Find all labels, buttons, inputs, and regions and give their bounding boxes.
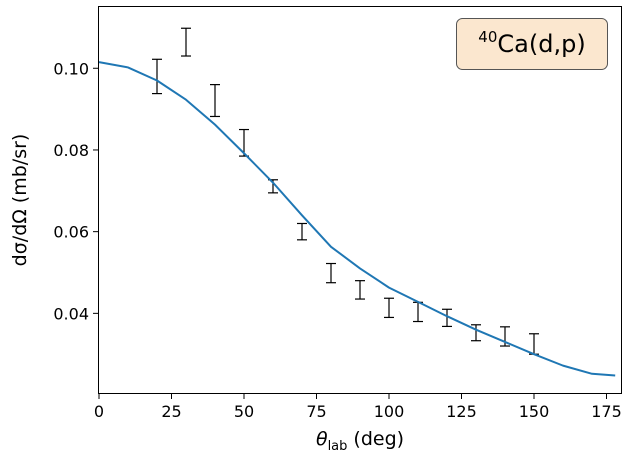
x-axis-label: θlab (deg) (316, 428, 404, 451)
x-tick-label: 175 (591, 402, 622, 421)
annotation-superscript: 40 (478, 28, 497, 46)
annotation-text: Ca(d,p) (497, 30, 585, 58)
annotation-label: 40Ca(d,p) (478, 28, 585, 58)
error-bar (442, 308, 452, 328)
error-bar (355, 280, 365, 300)
plot-frame (98, 6, 622, 394)
x-tick-label: 0 (94, 402, 104, 421)
x-tick-label: 75 (306, 402, 326, 421)
error-bar (529, 333, 539, 355)
annotation-background (456, 18, 608, 70)
y-axis-label: dσ/dΩ (mb/sr) (9, 134, 31, 267)
x-axis-label-unit: (deg) (353, 428, 404, 450)
y-tick-label: 0.04 (53, 304, 89, 323)
x-axis-label-symbol: θ (316, 428, 328, 450)
y-axis: 0.04 0.06 0.08 0.10 (53, 59, 99, 323)
error-bar (152, 58, 162, 95)
x-tick-label: 100 (374, 402, 405, 421)
error-bar (413, 301, 423, 323)
x-tick-label: 50 (234, 402, 254, 421)
y-tick-label: 0.08 (53, 141, 89, 160)
plot-content (98, 27, 616, 377)
annotation-box: 40Ca(d,p) (456, 18, 608, 70)
error-bar (384, 297, 394, 319)
error-bar (181, 27, 191, 57)
error-bar (297, 222, 307, 241)
x-axis: 0 25 50 75 100 125 150 175 (94, 393, 622, 421)
error-bar (471, 324, 481, 342)
y-tick-label: 0.10 (53, 59, 89, 78)
y-tick-label: 0.06 (53, 223, 89, 242)
x-tick-label: 150 (519, 402, 550, 421)
error-bar (326, 262, 336, 284)
error-bar (210, 84, 220, 118)
x-tick-label: 25 (161, 402, 181, 421)
theory-curve (98, 61, 616, 377)
x-axis-label-subscript: lab (328, 439, 348, 451)
x-tick-label: 125 (446, 402, 477, 421)
